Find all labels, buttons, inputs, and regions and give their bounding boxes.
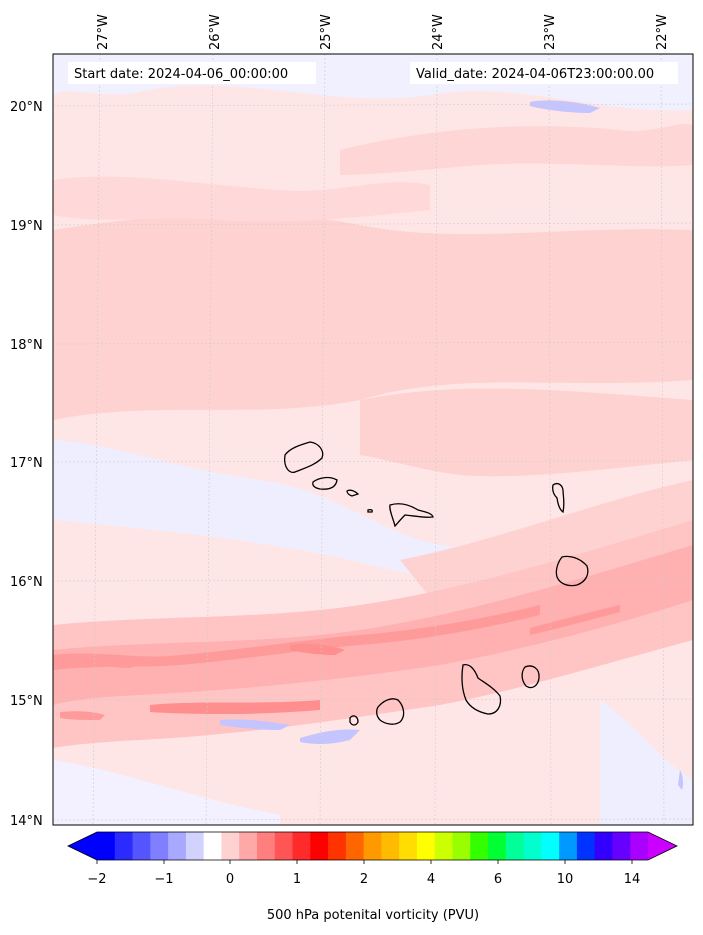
colorbar-segment [221, 832, 240, 860]
colorbar-segment [292, 832, 311, 860]
pv-field [53, 54, 693, 825]
lat-label: 16°N [10, 575, 43, 590]
start-date-box [68, 62, 316, 84]
colorbar-segment [416, 832, 436, 860]
lon-label: 24°W [431, 14, 446, 50]
map-frame [52, 53, 694, 826]
lat-label: 17°N [10, 456, 43, 471]
lat-label: 14°N [10, 814, 43, 829]
lat-label: 19°N [10, 219, 43, 234]
lon-label: 27°W [96, 14, 111, 50]
colorbar-segment [434, 832, 453, 860]
colorbar-segment [185, 832, 205, 860]
colorbar-segment [470, 832, 489, 860]
lon-label: 26°W [208, 14, 223, 50]
colorbar-segment [523, 832, 542, 860]
colorbar-segment [132, 832, 151, 860]
colorbar-segment [345, 832, 365, 860]
colorbar-segment [612, 832, 631, 860]
colorbar-tick-label: −1 [154, 872, 173, 887]
colorbar-segment [328, 832, 347, 860]
colorbar-segment [399, 832, 418, 860]
colorbar-segment [97, 832, 116, 860]
colorbar-segment [594, 832, 613, 860]
lat-label: 20°N [10, 100, 43, 115]
latitude-labels: 20°N 19°N 18°N 17°N 16°N 15°N 14°N [10, 100, 43, 829]
lon-label: 22°W [655, 14, 670, 50]
colorbar-ticks: −2 −1 0 1 2 4 6 10 14 [87, 872, 640, 887]
lat-label: 18°N [10, 338, 43, 353]
colorbar-segment [541, 832, 560, 860]
colorbar-tick-label: 6 [494, 872, 502, 887]
start-date-label: Start date: 2024-04-06_00:00:00 [74, 67, 288, 82]
colorbar-segment [576, 832, 596, 860]
colorbar-tick-label: 0 [226, 872, 234, 887]
colorbar-segment [505, 832, 525, 860]
colorbar-segment [363, 832, 382, 860]
colorbar-segment [452, 832, 471, 860]
islands [284, 441, 589, 726]
colorbar-tick-label: 2 [360, 872, 368, 887]
lon-label: 23°W [543, 14, 558, 50]
valid-date-box [410, 62, 678, 84]
colorbar-under-arrow [68, 832, 97, 860]
colorbar-tick-label: −2 [87, 872, 106, 887]
colorbar-segment [239, 832, 258, 860]
colorbar-tick-label: 1 [293, 872, 301, 887]
colorbar-segment [203, 832, 222, 860]
colorbar-segment [168, 832, 187, 860]
colorbar-segment [150, 832, 169, 860]
colorbar-segment [310, 832, 329, 860]
lon-label: 25°W [319, 14, 334, 50]
colorbar-segment [274, 832, 294, 860]
colorbar-title: 500 hPa potenital vorticity (PVU) [267, 908, 479, 923]
lat-label: 15°N [10, 694, 43, 709]
colorbar-tick-label: 10 [557, 872, 574, 887]
colorbar-over-arrow [648, 832, 677, 860]
colorbar-segment [114, 832, 134, 860]
colorbar-segment [381, 832, 400, 860]
colorbar-tick-label: 4 [427, 872, 435, 887]
valid-date-label: Valid_date: 2024-04-06T23:00:00.00 [416, 67, 654, 82]
longitude-labels: 27°W 26°W 25°W 24°W 23°W 22°W [96, 14, 670, 50]
colorbar-segment [256, 832, 276, 860]
colorbar-tick-label: 14 [624, 872, 641, 887]
colorbar-segment [630, 832, 649, 860]
colorbar-segment [488, 832, 507, 860]
colorbar [67, 831, 678, 864]
colorbar-segment [559, 832, 578, 860]
